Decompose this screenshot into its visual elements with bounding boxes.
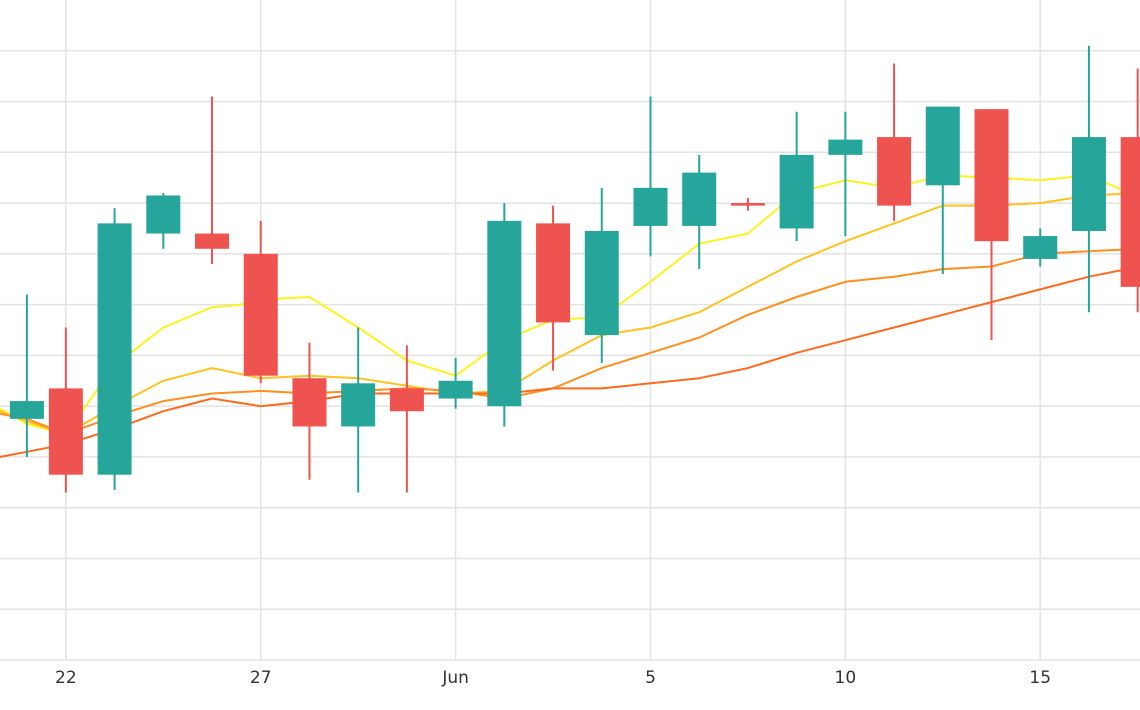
candle-12 (584, 187, 619, 363)
candle-21 (1023, 228, 1058, 267)
candle-body-4 (195, 233, 230, 249)
candle-16 (779, 111, 814, 242)
candle-body-5 (243, 253, 278, 376)
candle-18 (877, 63, 912, 221)
candle-14 (682, 154, 717, 270)
candle-4 (195, 96, 230, 264)
candle-6 (292, 342, 327, 480)
x-tick-label-1: 27 (250, 668, 272, 688)
candle-body-10 (487, 220, 522, 407)
candle-1 (48, 327, 83, 493)
candle-19 (925, 106, 960, 275)
candle-20 (974, 109, 1009, 341)
candle-body-12 (584, 231, 619, 336)
candle-body-23 (1120, 137, 1140, 287)
candle-7 (341, 327, 376, 493)
candle-body-3 (146, 195, 181, 234)
candle-5 (243, 220, 278, 384)
candle-23 (1120, 68, 1140, 313)
candle-body-22 (1071, 137, 1106, 231)
candle-body-16 (779, 154, 814, 229)
candles (9, 45, 1140, 493)
candle-body-0 (9, 401, 44, 419)
candle-body-19 (925, 106, 960, 186)
candle-body-7 (341, 383, 376, 427)
x-tick-label-0: 22 (55, 668, 77, 688)
candle-17 (828, 111, 863, 237)
candle-body-13 (633, 187, 668, 226)
candle-body-1 (48, 388, 83, 475)
candle-11 (536, 205, 571, 371)
candle-8 (389, 345, 424, 493)
candle-body-2 (97, 223, 132, 475)
candle-body-21 (1023, 236, 1058, 259)
x-tick-label-4: 10 (835, 668, 857, 688)
candle-body-20 (974, 109, 1009, 242)
x-tick-label-5: 15 (1029, 668, 1051, 688)
candle-body-14 (682, 172, 717, 226)
x-tick-label-3: 5 (645, 668, 656, 688)
candle-body-18 (877, 137, 912, 206)
candle-3 (146, 192, 181, 249)
moving-average-line-4 (0, 265, 1140, 458)
candle-body-8 (389, 388, 424, 412)
candle-body-15 (730, 203, 765, 206)
candle-body-11 (536, 223, 571, 323)
candle-body-17 (828, 139, 863, 155)
candle-10 (487, 203, 522, 427)
x-tick-label-2: Jun (441, 668, 469, 688)
candle-2 (97, 208, 132, 490)
candle-13 (633, 96, 668, 257)
candle-0 (9, 294, 44, 457)
candle-15 (730, 198, 765, 211)
grid (0, 0, 1140, 661)
candle-body-9 (438, 380, 473, 399)
candle-9 (438, 357, 473, 409)
candle-22 (1071, 45, 1106, 313)
x-axis: 22 27 Jun 5 10 15 (55, 668, 1051, 688)
candle-body-6 (292, 378, 327, 427)
